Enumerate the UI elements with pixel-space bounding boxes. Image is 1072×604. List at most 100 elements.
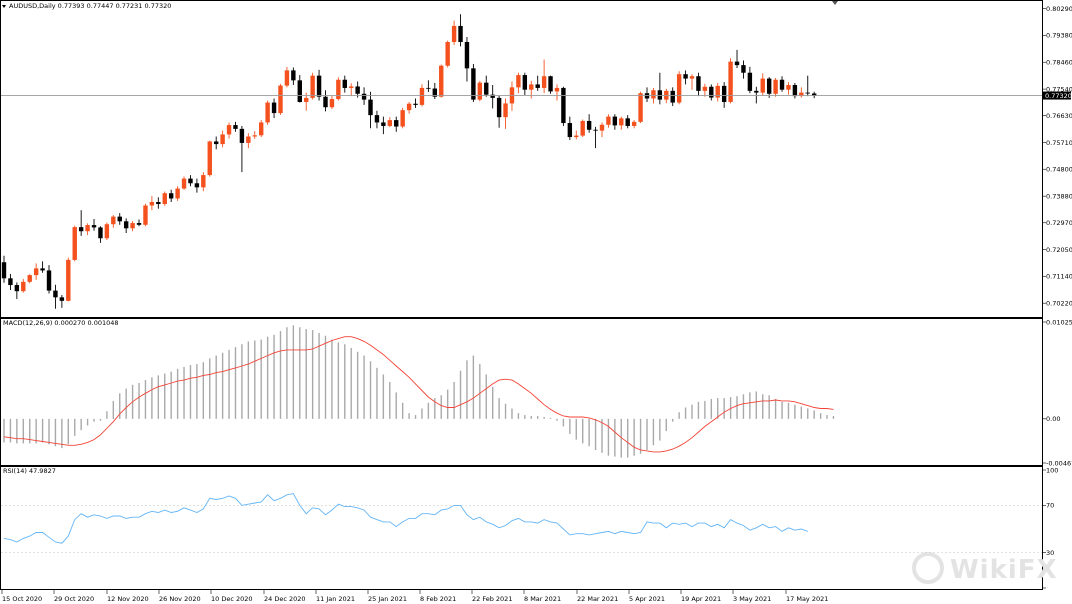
candle-body [728,61,733,102]
candle-body [265,102,270,123]
candle [168,189,174,202]
macd-signal-line [3,336,834,453]
candle [239,125,245,173]
candle [715,82,720,102]
candle [702,83,708,97]
candle [259,120,264,138]
candle-body [226,125,232,135]
candle-body [14,285,20,292]
candle [734,49,740,69]
date-axis-label: 22 Feb 2021 [472,595,512,603]
candle [509,81,515,111]
candle [8,273,13,291]
candle-body [689,76,695,79]
rsi-pane-border [0,466,1043,590]
date-axis-label: 26 Nov 2020 [159,595,201,603]
candle [66,257,71,302]
candle [451,20,457,45]
date-axis-label: 12 Nov 2020 [107,595,149,603]
rsi-series [3,493,808,544]
candle-body [194,183,200,188]
candle-body [284,70,290,86]
candle-body [760,78,765,93]
candle-body [766,78,772,94]
candle-body [201,175,206,188]
date-axis-label: 8 Mar 2021 [524,595,561,603]
shift-marker-icon[interactable] [832,1,838,5]
price-axis-label: 0.78460 [1046,58,1072,66]
candle [188,175,193,187]
candle-body [451,25,457,43]
candle-body [46,270,52,291]
candle-body [670,90,675,103]
date-axis-label: 8 Feb 2021 [420,595,456,603]
candle [612,114,618,130]
candle [574,130,579,140]
candle-body [188,178,193,184]
candle-body [329,99,335,108]
candle [59,294,65,308]
candle-body [259,122,264,136]
candle-body [439,65,444,97]
candle [464,37,470,82]
candle [799,87,804,98]
candle [676,71,682,105]
candle [336,77,341,101]
date-axis-label: 3 May 2021 [733,595,771,603]
candle-body [754,90,759,93]
candle [40,261,45,273]
candle [111,215,116,228]
candle-body [168,193,174,199]
candlestick-series [1,14,817,309]
candle [381,116,386,135]
candle-body [477,82,483,100]
candle-body [123,221,129,229]
candle [766,77,772,98]
watermark-icon [912,552,944,584]
candle-body [561,87,566,124]
candle [284,66,290,88]
rsi-axis-label: 30 [1046,549,1054,557]
candle [175,186,180,201]
candle [291,67,296,86]
candle [625,115,630,129]
candle-body [400,110,405,127]
candle-body [747,72,753,91]
candle [149,196,155,211]
price-pane-header: AUDUSD,Daily 0.77393 0.77447 0.77231 0.7… [9,2,171,10]
candle [522,72,528,95]
candle-body [741,65,746,73]
candle-body [529,84,534,90]
rsi-axis-label: 100 [1046,466,1058,474]
candle-body [117,216,122,222]
candle-body [239,128,245,143]
candle [754,86,759,104]
candle [593,126,598,149]
rsi-line [3,493,808,544]
candle [773,77,778,97]
candle [728,58,733,104]
candle-body [586,120,592,130]
candle-body [323,96,328,108]
candle [689,74,695,90]
candle [14,282,20,300]
candle-body [593,129,598,131]
candle [709,84,714,101]
candle-body [213,141,219,145]
candle-body [297,80,302,102]
candle [580,119,585,138]
symbol-dropdown-icon[interactable] [2,5,6,8]
candle [21,278,26,293]
price-axis-label: 0.76630 [1046,112,1072,120]
candle [207,140,212,177]
candle-body [252,135,257,137]
candle [445,40,450,68]
candle [413,98,418,108]
candle-body [426,87,431,89]
candle-body [413,103,418,105]
candle-body [715,85,720,98]
candle-body [53,290,58,298]
candle-body [349,86,354,88]
candle-body [175,188,180,199]
candle [220,130,225,148]
